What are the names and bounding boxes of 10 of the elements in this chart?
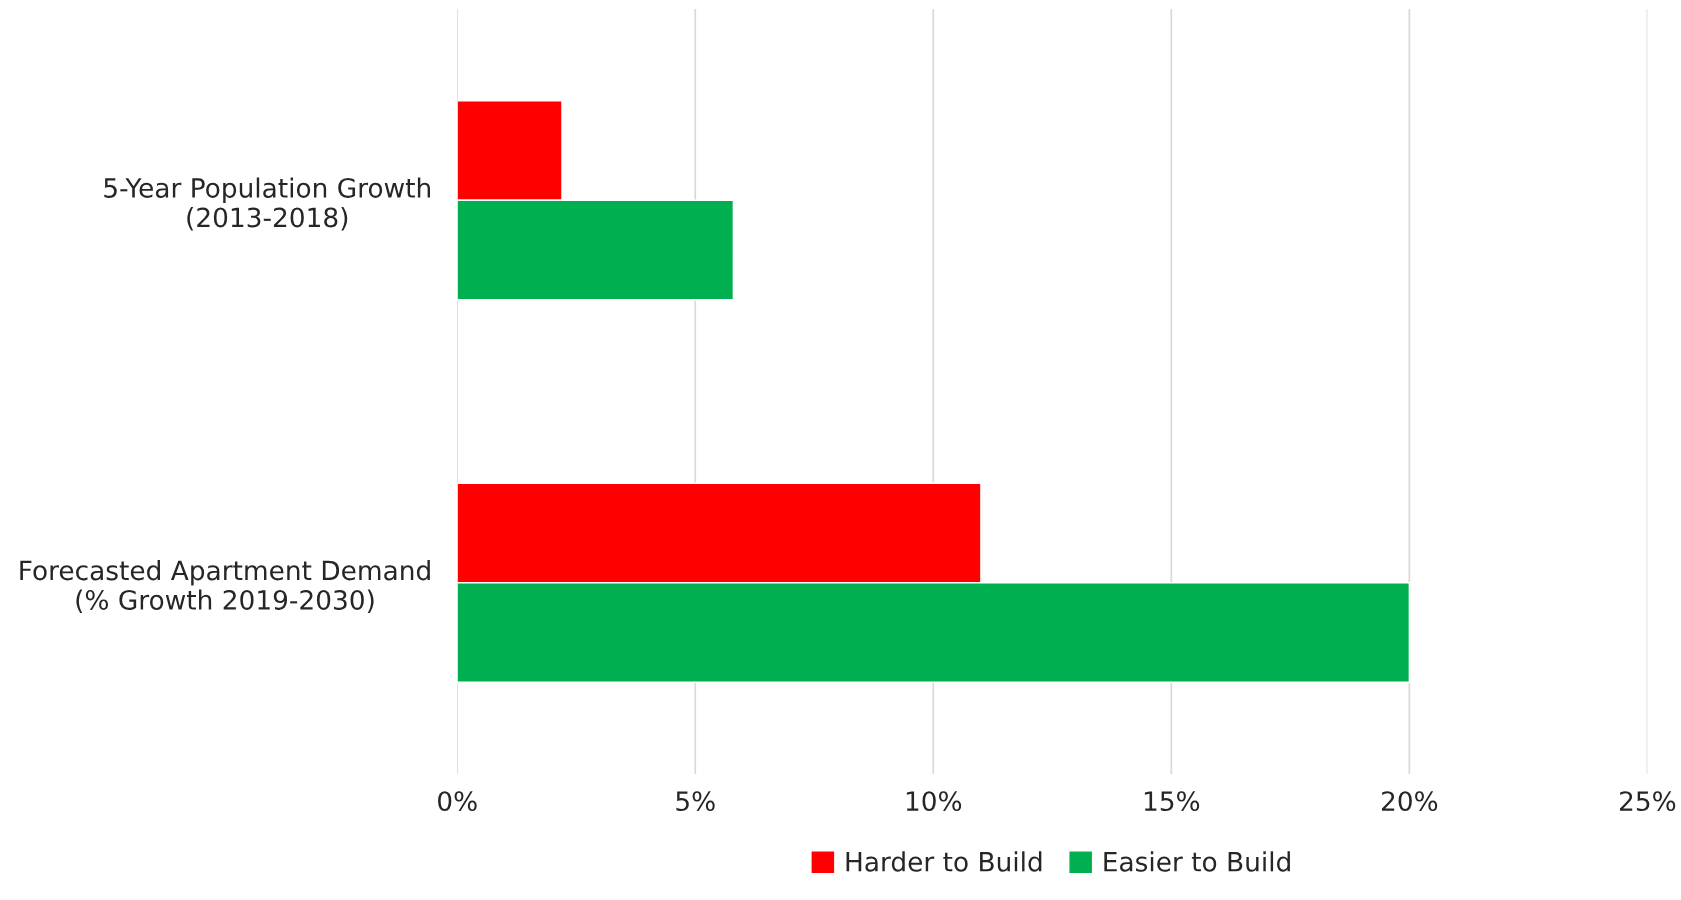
x-tick-label: 25% (1619, 791, 1676, 812)
legend-label: Easier to Build (1104, 851, 1290, 872)
x-tick-label: 0% (438, 791, 477, 812)
x-tick-label: 20% (1381, 791, 1438, 812)
x-tick-label: 15% (1144, 791, 1200, 812)
x-tick-label: 5% (676, 791, 715, 812)
y-tick-label: Forecasted Apartment Demand (% Growth 2019-2030) (20, 559, 430, 614)
x-tick-label: 10% (906, 791, 962, 812)
legend-label: Harder to Build (846, 851, 1042, 872)
y-tick-label: 5-Year Population Growth (2013-2018) (104, 177, 430, 231)
